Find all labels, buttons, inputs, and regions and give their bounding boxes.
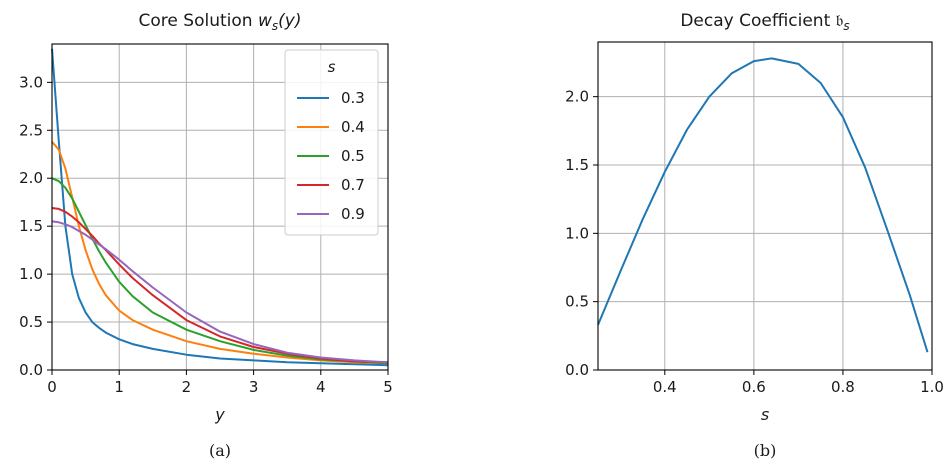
x-axis-label: s [761, 405, 769, 424]
series-line-0.5 [51, 177, 389, 365]
y-tick-label: 2.0 [19, 169, 43, 187]
series-line-0.3 [51, 48, 389, 367]
caption-b: (b) [754, 441, 777, 460]
legend-label: 0.9 [341, 205, 365, 223]
axes [593, 41, 933, 375]
y-tick-label: 0.0 [565, 361, 589, 379]
x-tick-label: 0.6 [742, 378, 766, 396]
x-tick-label: 0.4 [653, 378, 677, 396]
x-tick-label: 5 [383, 378, 393, 396]
x-axis-label: y [214, 405, 225, 424]
plot-frame [51, 43, 389, 371]
legend-label: 0.5 [341, 147, 365, 165]
x-tick-label: 1 [114, 378, 124, 396]
y-tick-label: 2.0 [565, 88, 589, 106]
series-lines [597, 57, 929, 353]
plot-frame [597, 41, 933, 371]
caption-a: (a) [209, 441, 231, 460]
series-lines [51, 48, 389, 367]
chart-title: Decay Coefficient 𝔟s [680, 11, 849, 33]
tick-labels: 0 1 2 3 4 5 0.0 0.5 1.0 1.5 2.0 2.5 3.0 [19, 73, 393, 396]
y-tick-label: 3.0 [19, 73, 43, 91]
y-tick-label: 2.5 [19, 121, 43, 139]
x-tick-label: 0 [47, 378, 57, 396]
legend: s 0.3 0.4 0.5 0.7 0.9 [284, 49, 379, 236]
y-tick-label: 0.5 [19, 313, 43, 331]
x-tick-label: 2 [182, 378, 192, 396]
legend-label: 0.3 [341, 89, 365, 107]
legend-label: 0.7 [341, 176, 365, 194]
legend-label: 0.4 [341, 118, 365, 136]
legend-title: s [328, 58, 336, 76]
tick-labels: 0.4 0.6 0.8 1.0 0.0 0.5 1.0 1.5 2.0 [565, 88, 944, 396]
x-tick-label: 4 [316, 378, 326, 396]
y-tick-label: 1.5 [19, 217, 43, 235]
series-line-0.9 [51, 220, 389, 364]
x-tick-label: 1.0 [920, 378, 944, 396]
y-tick-label: 0.5 [565, 293, 589, 311]
x-tick-label: 0.8 [831, 378, 855, 396]
series-line-main [597, 57, 929, 353]
panel-a: 0 1 2 3 4 5 0.0 0.5 1.0 1.5 2.0 2.5 3.0 Core Solutio… [19, 11, 393, 460]
x-tick-label: 3 [249, 378, 259, 396]
chart-title: Core Solution ws(y) [139, 11, 302, 33]
axes [47, 43, 389, 375]
y-tick-label: 1.0 [19, 265, 43, 283]
y-tick-label: 1.5 [565, 156, 589, 174]
legend-box [284, 49, 379, 236]
y-tick-label: 1.0 [565, 224, 589, 242]
y-tick-label: 0.0 [19, 361, 43, 379]
panel-b: 0.4 0.6 0.8 1.0 0.0 0.5 1.0 1.5 2.0 Decay Coeffi… [565, 11, 944, 460]
